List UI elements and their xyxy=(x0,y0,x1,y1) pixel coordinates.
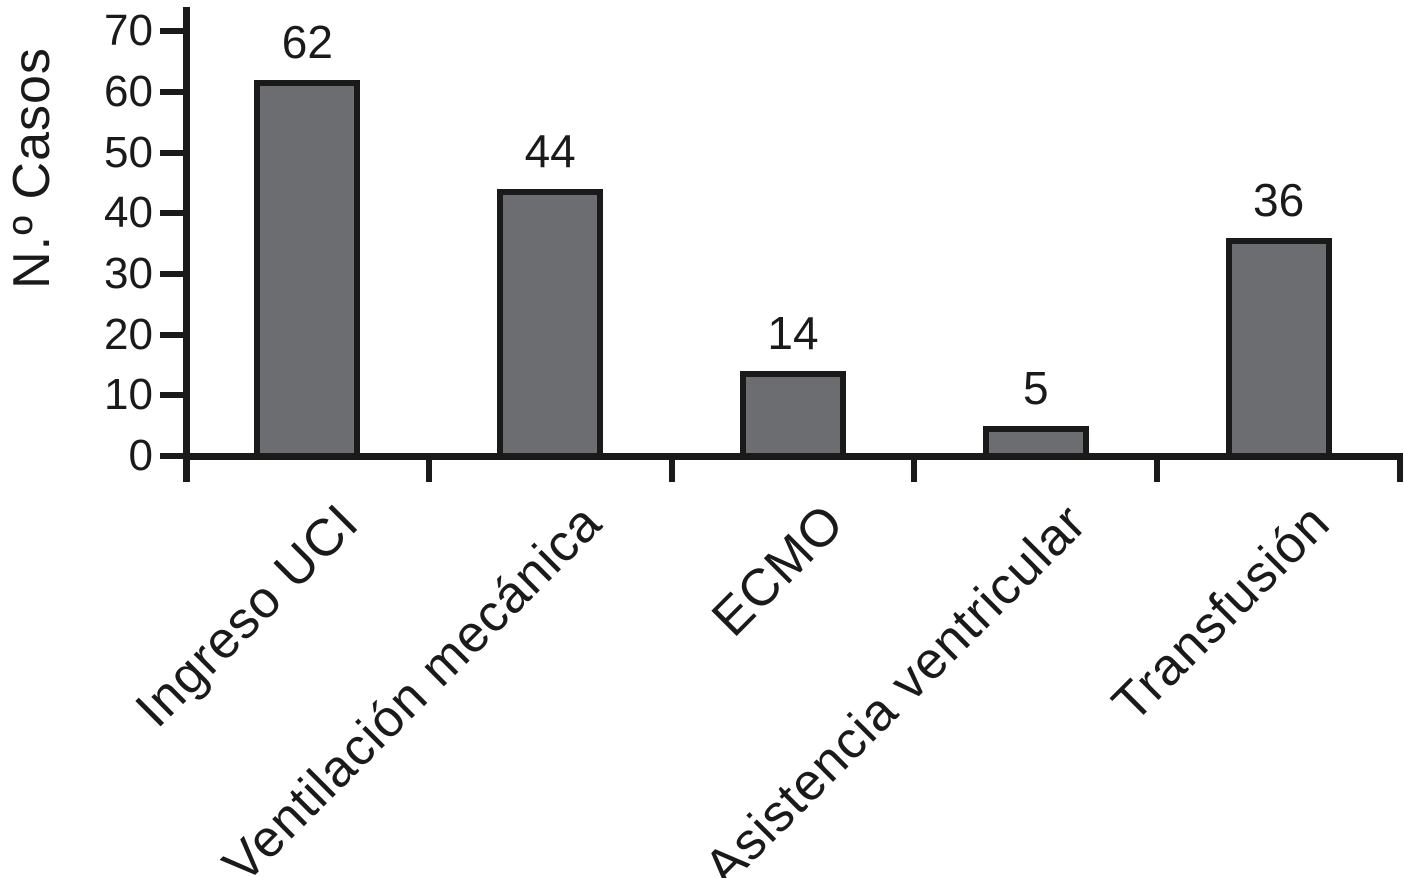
y-tick-label: 60 xyxy=(104,67,153,117)
x-tick xyxy=(911,456,918,482)
y-tick-label: 20 xyxy=(104,309,153,359)
x-tick xyxy=(1154,456,1161,482)
x-category-label: ECMO xyxy=(701,493,856,648)
y-tick-label: 0 xyxy=(128,431,153,480)
y-tick xyxy=(160,149,186,156)
y-tick-label: 30 xyxy=(104,249,153,299)
x-tick xyxy=(668,456,675,482)
bar-value-label: 44 xyxy=(524,125,576,178)
bar-value-label: 36 xyxy=(1253,173,1305,226)
bar-value-label: 5 xyxy=(1023,361,1049,414)
x-category-label: Ingreso UCI xyxy=(124,493,370,739)
x-axis-line xyxy=(183,452,1403,460)
y-tick xyxy=(160,89,186,96)
bar-value-label: 14 xyxy=(767,307,819,360)
bar xyxy=(1225,237,1332,459)
bar xyxy=(254,79,361,459)
bar xyxy=(497,189,604,459)
y-tick-label: 70 xyxy=(104,6,153,56)
bar xyxy=(740,371,846,459)
x-tick xyxy=(425,456,432,482)
x-tick xyxy=(1397,456,1403,482)
y-tick xyxy=(160,392,186,399)
y-tick-label: 40 xyxy=(104,188,153,238)
x-category-label: Transfusión xyxy=(1101,493,1341,733)
x-tick xyxy=(183,456,189,482)
bar-value-label: 62 xyxy=(281,15,333,68)
y-tick xyxy=(160,453,186,459)
y-axis-line xyxy=(182,7,190,482)
y-tick xyxy=(160,28,186,35)
y-tick-label: 10 xyxy=(104,370,153,420)
y-tick-label: 50 xyxy=(104,127,153,177)
y-tick xyxy=(160,271,186,278)
y-tick xyxy=(160,210,186,217)
y-tick xyxy=(160,331,186,338)
